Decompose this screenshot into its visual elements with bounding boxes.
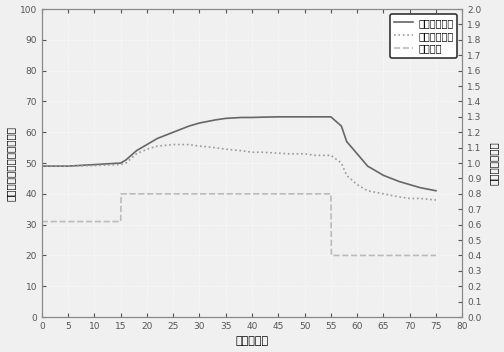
Legend: 传统控制方式, 新的控制方式, 负载系数: 传统控制方式, 新的控制方式, 负载系数 <box>390 14 458 57</box>
传统控制方式 <box>128 153 134 157</box>
传统控制方式 <box>417 186 423 190</box>
传统控制方式 <box>260 115 266 119</box>
传统控制方式 <box>344 139 350 144</box>
新的控制方式 <box>65 164 71 168</box>
负载系数 <box>433 253 439 258</box>
传统控制方式 <box>223 116 229 120</box>
负载系数 <box>117 219 123 224</box>
传统控制方式 <box>338 124 344 128</box>
Line: 传统控制方式: 传统控制方式 <box>42 117 436 191</box>
Line: 负载系数: 负载系数 <box>42 194 436 256</box>
新的控制方式 <box>407 196 413 201</box>
Y-axis label: 变压器绕组温度（摄氏度）: 变压器绕组温度（摄氏度） <box>6 126 16 201</box>
传统控制方式 <box>212 118 218 122</box>
传统控制方式 <box>134 149 140 153</box>
传统控制方式 <box>396 180 402 184</box>
传统控制方式 <box>197 121 203 125</box>
传统控制方式 <box>275 115 281 119</box>
传统控制方式 <box>170 130 176 134</box>
新的控制方式 <box>275 151 281 155</box>
新的控制方式 <box>212 145 218 150</box>
新的控制方式 <box>260 150 266 155</box>
新的控制方式 <box>154 144 160 148</box>
新的控制方式 <box>328 153 334 157</box>
传统控制方式 <box>91 163 97 167</box>
新的控制方式 <box>338 161 344 165</box>
新的控制方式 <box>249 150 255 155</box>
传统控制方式 <box>154 136 160 140</box>
新的控制方式 <box>381 192 387 196</box>
新的控制方式 <box>364 189 370 193</box>
负载系数 <box>39 219 45 224</box>
新的控制方式 <box>286 152 292 156</box>
传统控制方式 <box>123 158 129 162</box>
X-axis label: 时间（分）: 时间（分） <box>235 337 269 346</box>
传统控制方式 <box>407 182 413 187</box>
新的控制方式 <box>186 143 192 147</box>
新的控制方式 <box>301 152 307 156</box>
新的控制方式 <box>128 156 134 161</box>
传统控制方式 <box>65 164 71 168</box>
传统控制方式 <box>186 124 192 128</box>
新的控制方式 <box>433 198 439 202</box>
传统控制方式 <box>354 152 360 156</box>
Line: 新的控制方式: 新的控制方式 <box>42 145 436 200</box>
新的控制方式 <box>312 153 318 157</box>
新的控制方式 <box>344 173 350 177</box>
传统控制方式 <box>381 173 387 177</box>
传统控制方式 <box>364 164 370 168</box>
传统控制方式 <box>144 143 150 147</box>
传统控制方式 <box>117 161 123 165</box>
新的控制方式 <box>354 182 360 187</box>
负载系数 <box>328 192 334 196</box>
传统控制方式 <box>328 115 334 119</box>
Y-axis label: 负载系数变化率: 负载系数变化率 <box>488 141 498 185</box>
新的控制方式 <box>39 164 45 168</box>
传统控制方式 <box>312 115 318 119</box>
新的控制方式 <box>91 163 97 168</box>
传统控制方式 <box>433 189 439 193</box>
新的控制方式 <box>417 196 423 201</box>
负载系数 <box>118 192 124 196</box>
新的控制方式 <box>238 149 244 153</box>
传统控制方式 <box>238 115 244 120</box>
负载系数 <box>329 253 335 258</box>
新的控制方式 <box>134 152 140 156</box>
新的控制方式 <box>396 195 402 199</box>
新的控制方式 <box>144 147 150 151</box>
传统控制方式 <box>249 115 255 120</box>
新的控制方式 <box>123 161 129 165</box>
新的控制方式 <box>223 147 229 151</box>
新的控制方式 <box>197 144 203 148</box>
新的控制方式 <box>117 163 123 167</box>
传统控制方式 <box>301 115 307 119</box>
新的控制方式 <box>170 143 176 147</box>
传统控制方式 <box>39 164 45 168</box>
负载系数 <box>327 192 333 196</box>
传统控制方式 <box>286 115 292 119</box>
负载系数 <box>117 219 123 224</box>
